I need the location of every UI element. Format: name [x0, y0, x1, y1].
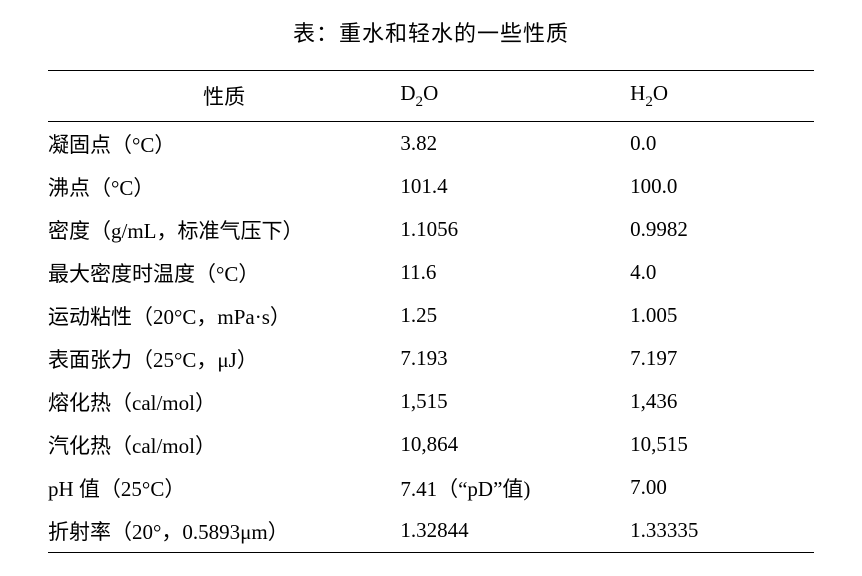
cell-h2o: 1.005	[630, 294, 814, 337]
cell-d2o: 101.4	[400, 165, 630, 208]
cell-property: 最大密度时温度（°C）	[48, 251, 400, 294]
table-body: 凝固点（°C） 3.82 0.0 沸点（°C） 101.4 100.0 密度（g…	[48, 122, 814, 553]
table-row: 密度（g/mL，标准气压下） 1.1056 0.9982	[48, 208, 814, 251]
table-caption: 表：重水和轻水的一些性质	[48, 16, 814, 48]
table-header-row: 性质 D2O H2O	[48, 71, 814, 122]
cell-property: 密度（g/mL，标准气压下）	[48, 208, 400, 251]
col-header-h2o: H2O	[630, 71, 814, 122]
cell-property: pH 值（25°C）	[48, 466, 400, 509]
cell-property: 熔化热（cal/mol）	[48, 380, 400, 423]
table-row: 最大密度时温度（°C） 11.6 4.0	[48, 251, 814, 294]
table-row: 表面张力（25°C，μJ） 7.193 7.197	[48, 337, 814, 380]
cell-h2o: 7.00	[630, 466, 814, 509]
table-row: 运动粘性（20°C，mPa·s） 1.25 1.005	[48, 294, 814, 337]
cell-h2o: 1,436	[630, 380, 814, 423]
cell-property: 凝固点（°C）	[48, 122, 400, 166]
cell-d2o: 1.32844	[400, 509, 630, 553]
table-row: 折射率（20°，0.5893μm） 1.32844 1.33335	[48, 509, 814, 553]
cell-d2o: 7.41（“pD”值)	[400, 466, 630, 509]
cell-d2o: 1.1056	[400, 208, 630, 251]
table-row: 凝固点（°C） 3.82 0.0	[48, 122, 814, 166]
table-row: pH 值（25°C） 7.41（“pD”值) 7.00	[48, 466, 814, 509]
cell-h2o: 10,515	[630, 423, 814, 466]
col-header-property: 性质	[48, 71, 400, 122]
cell-h2o: 0.0	[630, 122, 814, 166]
cell-property: 运动粘性（20°C，mPa·s）	[48, 294, 400, 337]
cell-d2o: 3.82	[400, 122, 630, 166]
cell-h2o: 0.9982	[630, 208, 814, 251]
cell-property: 汽化热（cal/mol）	[48, 423, 400, 466]
cell-property: 表面张力（25°C，μJ）	[48, 337, 400, 380]
cell-d2o: 7.193	[400, 337, 630, 380]
table-row: 沸点（°C） 101.4 100.0	[48, 165, 814, 208]
cell-h2o: 4.0	[630, 251, 814, 294]
cell-d2o: 1,515	[400, 380, 630, 423]
cell-d2o: 11.6	[400, 251, 630, 294]
table-row: 熔化热（cal/mol） 1,515 1,436	[48, 380, 814, 423]
properties-table: 性质 D2O H2O 凝固点（°C） 3.82 0.0 沸点（°C） 101.4…	[48, 70, 814, 553]
page: 表：重水和轻水的一些性质 性质 D2O H2O 凝固点（°C） 3.82 0.0…	[0, 0, 862, 573]
cell-h2o: 1.33335	[630, 509, 814, 553]
cell-h2o: 100.0	[630, 165, 814, 208]
cell-property: 折射率（20°，0.5893μm）	[48, 509, 400, 553]
cell-d2o: 10,864	[400, 423, 630, 466]
col-header-d2o: D2O	[400, 71, 630, 122]
cell-property: 沸点（°C）	[48, 165, 400, 208]
cell-h2o: 7.197	[630, 337, 814, 380]
cell-d2o: 1.25	[400, 294, 630, 337]
table-row: 汽化热（cal/mol） 10,864 10,515	[48, 423, 814, 466]
